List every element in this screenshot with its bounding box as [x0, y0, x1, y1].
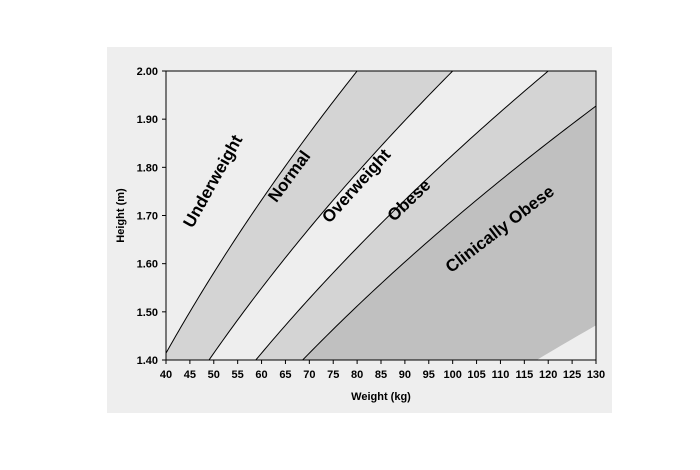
bmi-boundaries [166, 71, 596, 360]
boundary-bmi-20 [166, 71, 358, 355]
x-axis-title: Weight (kg) [351, 391, 411, 403]
x-tick-label: 75 [327, 369, 339, 381]
boundary-bmi-30 [255, 71, 549, 360]
region-clinically-obese [302, 106, 596, 360]
x-tick-label: 130 [587, 369, 605, 381]
y-tick-label: 2.00 [137, 66, 158, 78]
x-tick-label: 55 [232, 369, 244, 381]
region-underweight [166, 71, 358, 354]
region-normal [166, 71, 453, 360]
boundary-bmi-25 [208, 71, 454, 360]
boundary-bmi-35 [302, 105, 596, 360]
x-tick-label: 95 [423, 369, 435, 381]
x-tick-label: 80 [351, 369, 363, 381]
x-tick-label: 45 [184, 369, 196, 381]
x-tick-label: 60 [255, 369, 267, 381]
chart-panel: 40 45 50 55 60 65 70 75 80 85 90 95 100 105 110 115 120 1… [107, 47, 612, 413]
x-tick-label: 110 [492, 369, 510, 381]
y-tick-label: 1.70 [137, 211, 158, 223]
x-tick-label: 115 [515, 369, 533, 381]
y-axis: 1.40 1.50 1.60 1.70 1.80 1.90 2.00 [137, 66, 166, 367]
x-tick-label: 105 [467, 369, 485, 381]
y-tick-label: 1.50 [137, 307, 158, 319]
x-tick-label: 120 [539, 369, 557, 381]
y-tick-label: 1.80 [137, 162, 158, 174]
y-tick-label: 1.90 [137, 114, 158, 126]
x-tick-label: 65 [279, 369, 291, 381]
x-tick-label: 85 [375, 369, 387, 381]
y-axis-title: Height (m) [115, 188, 127, 243]
x-tick-label: 50 [208, 369, 220, 381]
region-overweight [209, 71, 549, 360]
bmi-regions [166, 71, 596, 360]
x-tick-label: 40 [160, 369, 172, 381]
x-tick-label: 125 [563, 369, 581, 381]
y-tick-label: 1.40 [137, 355, 158, 367]
x-tick-label: 70 [303, 369, 315, 381]
y-tick-label: 1.60 [137, 259, 158, 271]
x-tick-label: 90 [399, 369, 411, 381]
bmi-chart: 40 45 50 55 60 65 70 75 80 85 90 95 100 105 110 115 120 1… [115, 66, 605, 403]
x-tick-label: 100 [443, 369, 461, 381]
region-obese [255, 71, 596, 360]
x-axis: 40 45 50 55 60 65 70 75 80 85 90 95 100 105 110 115 120 1… [160, 360, 605, 381]
